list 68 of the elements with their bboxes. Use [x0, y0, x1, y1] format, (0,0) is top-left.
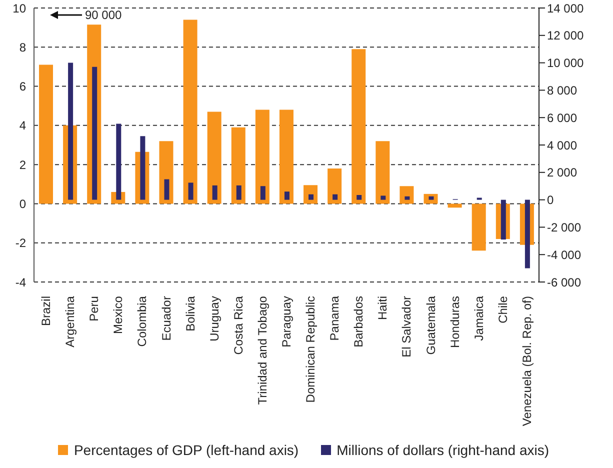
bar [164, 179, 170, 200]
y2-tick-label: -6 000 [547, 275, 582, 290]
y2-tick-label: -2 000 [547, 220, 582, 234]
x-tick-label: Honduras [448, 296, 462, 348]
x-tick-label: Uruguay [207, 296, 222, 342]
bar [400, 186, 414, 204]
y-tick-label: 2 [19, 158, 26, 172]
x-tick-label: Haiti [376, 296, 390, 320]
x-tick-label: Guatemala [424, 296, 438, 355]
y-tick-label: 4 [19, 118, 26, 133]
bar [356, 195, 362, 200]
y2-tick-label: 2 000 [547, 166, 578, 180]
bar [308, 194, 314, 200]
x-tick-label: Panama [328, 296, 342, 341]
bar [92, 66, 98, 200]
bar [448, 204, 462, 208]
x-tick-label: El Salvador [400, 296, 414, 358]
x-tick-label: Mexico [111, 296, 126, 334]
bar [188, 182, 194, 200]
y2-tick-label: 14 000 [547, 1, 584, 16]
y2-tick-label: 0 [547, 193, 554, 208]
x-tick-label: Chile [496, 296, 510, 324]
x-tick-label: Ecuador [159, 296, 174, 341]
bar [380, 196, 386, 200]
x-tick-label: Trinidad and Tobago [255, 296, 270, 405]
y-tick-label: 10 [12, 1, 26, 16]
legend-label: Millions of dollars (right-hand axis) [336, 442, 550, 458]
bar [332, 194, 338, 200]
bar [39, 64, 53, 204]
x-tick-label: Jamaica [472, 296, 486, 341]
x-tick-label: Peru [87, 296, 102, 322]
x-tick-label: Colombia [135, 296, 150, 347]
x-tick-label: Dominican Republic [304, 296, 318, 403]
legend-label: Percentages of GDP (left-hand axis) [72, 442, 299, 458]
bar [352, 49, 366, 204]
bar [428, 196, 434, 200]
y-tick-label: 8 [19, 40, 26, 54]
bar [284, 192, 290, 200]
y2-tick-label: 6 000 [547, 110, 578, 125]
x-tick-label: Barbados [352, 296, 366, 348]
annotation: 90 000 [85, 8, 122, 22]
bar [212, 185, 218, 200]
x-tick-label: Argentina [63, 296, 78, 348]
bar [236, 185, 242, 200]
y-tick-label: 0 [19, 196, 26, 211]
y2-tick-label: 10 000 [547, 56, 584, 70]
bar [376, 141, 390, 204]
x-tick-label: Venezuela (Bol. Rep. of) [520, 296, 534, 426]
bar [260, 186, 266, 200]
y-tick-label: -4 [15, 275, 26, 290]
bar [231, 127, 246, 204]
y2-tick-label: 8 000 [547, 83, 578, 98]
x-tick-label: Costa Rica [231, 296, 246, 355]
bar [472, 204, 486, 251]
y2-tick-label: 4 000 [547, 138, 578, 152]
bar [328, 168, 342, 204]
y-tick-label: 6 [19, 80, 26, 94]
bar [207, 112, 222, 204]
bar [404, 196, 410, 200]
y2-tick-label: 12 000 [547, 28, 584, 43]
bar [183, 20, 198, 204]
y2-tick-label: -4 000 [547, 248, 582, 262]
bar [279, 110, 294, 204]
bar [255, 110, 270, 204]
x-tick-label: Bolivia [183, 296, 198, 332]
y-tick-label: -2 [15, 236, 26, 250]
x-tick-label: Brazil [39, 296, 54, 326]
x-tick-label: Paraguay [280, 296, 294, 348]
